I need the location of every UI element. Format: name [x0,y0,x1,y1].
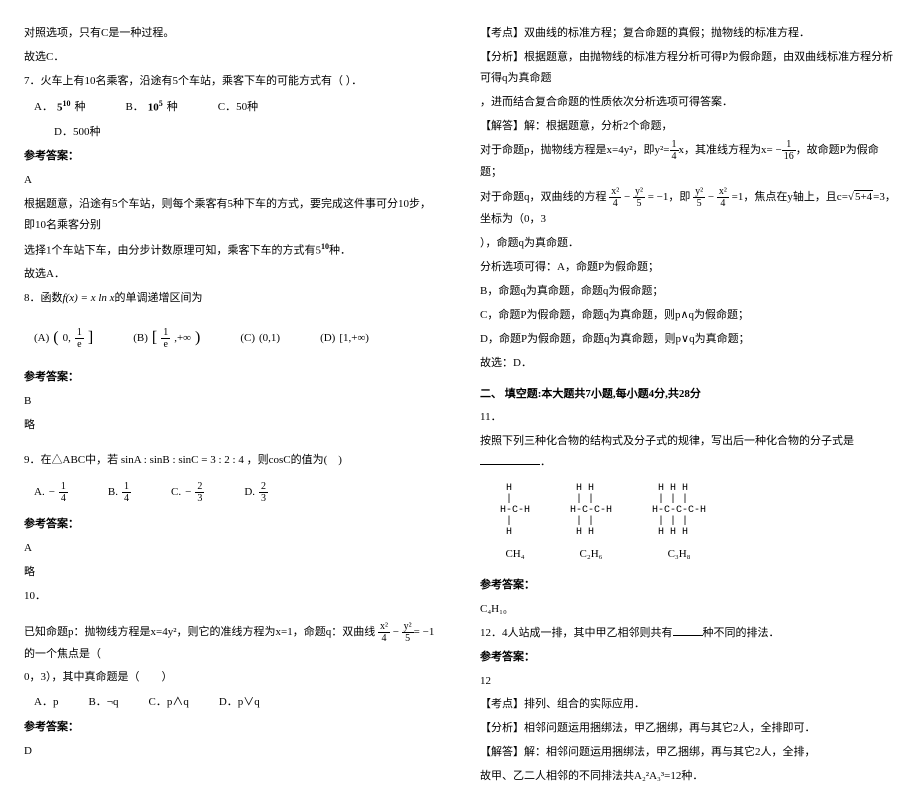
answer-label: 参考答案： [480,575,896,596]
mol-1: H | H-C-H | HCH₄ [500,483,530,565]
right-column: 【考点】双曲线的标准方程；复合命题的真假；抛物线的标准方程． 【分析】根据题意，… [480,20,896,790]
answer-label: 参考答案： [24,146,440,167]
q9-options: A. −14 B. 14 C. −23 D. 23 [34,481,440,504]
opt-c: C．50种 [218,96,258,119]
opt-a: (A) (0,1e] [34,323,93,353]
opt-a: A．p [34,692,58,713]
text: 对照选项，只有C是一种过程。 [24,23,440,44]
text: 故甲、乙二人相邻的不同排法共A₂²A₃³=12种． [480,766,896,787]
opt-b: (B) [1e,+∞) [133,323,200,353]
text: 【解答】解：相邻问题运用捆绑法，甲乙捆绑，再与其它2人，全排， [480,742,896,763]
text: B，命题q为真命题，命题q为假命题； [480,281,896,302]
opt-b: B．¬q [88,692,118,713]
question-10: 10． [24,586,440,607]
text: C，命题P为假命题，命题q为真命题，则p∧q为假命题； [480,305,896,326]
question-12: 12．4人站成一排，其中甲乙相邻则共有种不同的排法． [480,623,896,644]
text: 略 [24,415,440,436]
text: 分析选项可得：A，命题P为假命题； [480,257,896,278]
opt-d: D. 23 [244,481,268,504]
q11-text: 按照下列三种化合物的结构式及分子式的规律，写出后一种化合物的分子式是． [480,431,896,473]
opt-d: D．500种 [54,122,440,143]
answer-label: 参考答案： [480,647,896,668]
answer-8: B [24,391,440,412]
explain: 根据题意，沿途有5个车站，则每个乘客有5种下车的方式，要完成这件事可分10步，即… [24,194,440,236]
opt-a: A．510种 [34,96,85,119]
q10-options: A．p B．¬q C．p∧q D．p∨q [34,692,440,713]
text: 【考点】双曲线的标准方程；复合命题的真假；抛物线的标准方程． [480,23,896,44]
text: 故选C． [24,47,440,68]
q8-options: (A) (0,1e] (B) [1e,+∞) (C) (0,1) (D) [1,… [34,323,440,353]
question-9: 9．在△ABC中，若 sinA : sinB : sinC = 3 : 2 : … [24,450,440,471]
answer-10: D [24,741,440,762]
answer-label: 参考答案： [24,717,440,738]
left-column: 对照选项，只有C是一种过程。 故选C． 7．火车上有10名乘客，沿途有5个车站，… [24,20,440,790]
answer-11: C₄H₁₀ [480,599,896,620]
text: 对于命题q，双曲线的方程 x²4 − y²5 = −1，即 y²5 − x²4 … [480,186,896,230]
text: 故选：D． [480,353,896,374]
text: 略 [24,562,440,583]
opt-c: (C) (0,1) [240,323,280,353]
answer-label: 参考答案： [24,367,440,388]
q7-options: A．510种 B．105种 C．50种 [34,96,440,119]
answer-12: 12 [480,671,896,692]
question-8: 8．函数f(x) = x ln x的单调递增区间为 [24,288,440,309]
explain: 选择1个车站下车，由分步计数原理可知，乘客下车的方式有510种． [24,239,440,262]
q10-text: 0，3），其中真命题是（ ） [24,667,440,688]
question-7: 7．火车上有10名乘客，沿途有5个车站，乘客下车的可能方式有（ ）． [24,71,440,92]
text: 【分析】根据题意，由抛物线的标准方程分析可得P为假命题，由双曲线标准方程分析可得… [480,47,896,89]
answer-label: 参考答案： [24,514,440,535]
mol-3: H H H | | | H-C-C-C-H | | | H H HC₃H₈ [652,483,706,565]
opt-c: C. −23 [171,481,204,504]
mol-2: H H | | H-C-C-H | | H HC₂H₆ [570,483,612,565]
answer-9: A [24,538,440,559]
text: ，进而结合复合命题的性质依次分析选项可得答案． [480,92,896,113]
text: 【解答】解：根据题意，分析2个命题， [480,116,896,137]
molecule-row: H | H-C-H | HCH₄ H H | | H-C-C-H | | H H… [500,483,896,565]
opt-c: C．p∧q [149,692,189,713]
text: ），命题q为真命题． [480,233,896,254]
answer-7: A [24,170,440,191]
section-heading: 二、 填空题:本大题共7小题,每小题4分,共28分 [480,384,896,405]
question-11: 11． [480,407,896,428]
opt-b: B. 14 [108,481,131,504]
opt-a: A. −14 [34,481,68,504]
text: 【考点】排列、组合的实际应用． [480,694,896,715]
text: D，命题P为假命题，命题q为真命题，则p∨q为真命题； [480,329,896,350]
opt-d: D．p∨q [219,692,260,713]
opt-d: (D) [1,+∞) [320,323,369,353]
text: 【分析】相邻问题运用捆绑法，甲乙捆绑，再与其它2人，全排即可． [480,718,896,739]
explain: 故选A． [24,264,440,285]
q10-text: 已知命题p：抛物线方程是x=4y²，则它的准线方程为x=1，命题q：双曲线 x²… [24,621,440,665]
opt-b: B．105种 [125,96,177,119]
text: 对于命题p，抛物线方程是x=4y²，即y²=14x，其准线方程为x= −116，… [480,139,896,183]
